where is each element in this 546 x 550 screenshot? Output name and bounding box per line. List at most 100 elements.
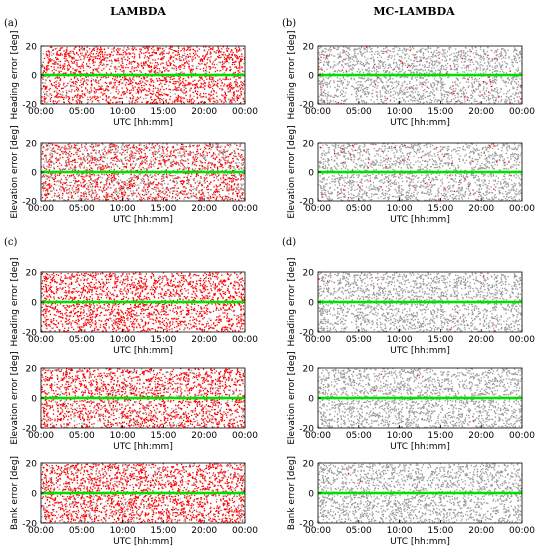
x-tick-label: 00:00 bbox=[305, 204, 331, 214]
series-points-gray bbox=[41, 463, 245, 523]
x-tick-label: 05:00 bbox=[69, 335, 95, 345]
series-points-green bbox=[318, 73, 522, 77]
x-tick-label: 20:00 bbox=[191, 107, 217, 117]
x-tick-label: 10:00 bbox=[387, 107, 413, 117]
series-points-red bbox=[41, 46, 245, 104]
x-tick-label: 20:00 bbox=[468, 431, 494, 441]
x-tick-label: 00:00 bbox=[305, 526, 331, 536]
x-tick-label: 20:00 bbox=[468, 335, 494, 345]
x-tick-label: 10:00 bbox=[110, 431, 136, 441]
x-tick-label: 05:00 bbox=[346, 107, 372, 117]
y-tick-label: 20 bbox=[26, 269, 38, 279]
series-points-gray bbox=[41, 46, 245, 104]
y-tick-label: 20 bbox=[26, 460, 38, 470]
x-tick-label: 05:00 bbox=[69, 107, 95, 117]
y-tick-label: -20 bbox=[22, 520, 37, 530]
x-axis-label: UTC [hh:mm] bbox=[390, 346, 450, 356]
x-tick-label: 20:00 bbox=[468, 107, 494, 117]
x-tick-label: 00:00 bbox=[305, 335, 331, 345]
x-tick-label: 05:00 bbox=[69, 526, 95, 536]
scatter-points bbox=[41, 46, 245, 104]
y-tick-label: -20 bbox=[22, 198, 37, 208]
series-points-gray bbox=[318, 272, 522, 332]
x-tick-label: 05:00 bbox=[346, 431, 372, 441]
x-tick-label: 20:00 bbox=[191, 335, 217, 345]
x-tick-label: 10:00 bbox=[387, 526, 413, 536]
y-tick-label: 0 bbox=[308, 395, 314, 405]
x-tick-label: 00:00 bbox=[232, 335, 258, 345]
x-tick-label: 05:00 bbox=[69, 431, 95, 441]
panel-label-b: (b) bbox=[282, 18, 296, 29]
x-axis-label: UTC [hh:mm] bbox=[113, 118, 173, 128]
series-points-green bbox=[318, 396, 522, 400]
x-tick-label: 10:00 bbox=[387, 204, 413, 214]
y-tick-label: 20 bbox=[303, 269, 315, 279]
series-points-green bbox=[318, 300, 522, 304]
scatter-points bbox=[41, 272, 245, 332]
y-tick-label: -20 bbox=[22, 329, 37, 339]
y-axis-label: Heading error [deg] bbox=[10, 31, 20, 120]
series-points-green bbox=[318, 491, 522, 495]
scatter-points bbox=[318, 143, 522, 201]
y-axis-label: Elevation error [deg] bbox=[10, 351, 20, 444]
x-axis-label: UTC [hh:mm] bbox=[390, 537, 450, 547]
y-tick-label: 20 bbox=[303, 43, 315, 53]
panel-label-d: (d) bbox=[282, 237, 296, 248]
x-axis-label: UTC [hh:mm] bbox=[113, 537, 173, 547]
y-tick-label: -20 bbox=[299, 101, 314, 111]
y-tick-label: 0 bbox=[308, 72, 314, 82]
series-points-red bbox=[41, 463, 245, 523]
series-points-green bbox=[41, 396, 245, 400]
series-points-red bbox=[41, 368, 245, 428]
x-tick-label: 00:00 bbox=[232, 431, 258, 441]
y-axis-label: Heading error [deg] bbox=[287, 31, 297, 120]
x-axis-label: UTC [hh:mm] bbox=[113, 442, 173, 452]
y-tick-label: 0 bbox=[308, 490, 314, 500]
y-tick-label: 20 bbox=[303, 140, 315, 150]
series-points-gray bbox=[318, 463, 522, 523]
x-tick-label: 10:00 bbox=[387, 335, 413, 345]
x-axis-label: UTC [hh:mm] bbox=[113, 215, 173, 225]
x-tick-label: 00:00 bbox=[28, 526, 54, 536]
y-tick-label: -20 bbox=[299, 329, 314, 339]
y-tick-label: -20 bbox=[299, 198, 314, 208]
y-axis-label: Elevation error [deg] bbox=[10, 125, 20, 218]
y-tick-label: 0 bbox=[308, 169, 314, 179]
x-tick-label: 00:00 bbox=[509, 526, 535, 536]
y-tick-label: 0 bbox=[308, 299, 314, 309]
column-title-mc-lambda: MC-LAMBDA bbox=[373, 5, 455, 18]
scatter-points bbox=[41, 463, 245, 523]
x-tick-label: 05:00 bbox=[346, 204, 372, 214]
x-tick-label: 00:00 bbox=[509, 107, 535, 117]
y-tick-label: -20 bbox=[299, 520, 314, 530]
x-tick-label: 15:00 bbox=[427, 204, 453, 214]
y-tick-label: 20 bbox=[303, 460, 315, 470]
series-points-gray bbox=[318, 46, 522, 104]
x-tick-label: 00:00 bbox=[232, 526, 258, 536]
x-tick-label: 00:00 bbox=[509, 431, 535, 441]
x-tick-label: 20:00 bbox=[468, 526, 494, 536]
x-tick-label: 15:00 bbox=[150, 335, 176, 345]
y-tick-label: 0 bbox=[31, 395, 37, 405]
series-points-green bbox=[318, 170, 522, 174]
x-tick-label: 10:00 bbox=[110, 335, 136, 345]
y-tick-label: 20 bbox=[26, 140, 38, 150]
x-tick-label: 00:00 bbox=[509, 335, 535, 345]
x-axis-label: UTC [hh:mm] bbox=[390, 118, 450, 128]
x-tick-label: 15:00 bbox=[150, 107, 176, 117]
series-points-gray bbox=[41, 143, 245, 201]
x-tick-label: 00:00 bbox=[28, 431, 54, 441]
x-tick-label: 20:00 bbox=[191, 431, 217, 441]
scatter-points bbox=[41, 143, 245, 201]
x-tick-label: 00:00 bbox=[28, 204, 54, 214]
y-axis-label: Elevation error [deg] bbox=[287, 351, 297, 444]
